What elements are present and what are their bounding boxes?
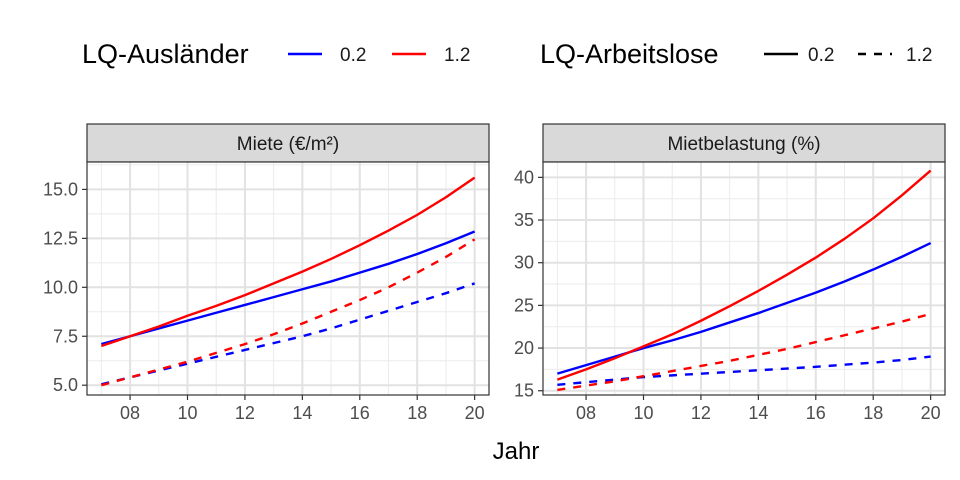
- y-tick-label-mietbelastung-3: 30: [514, 253, 534, 273]
- panel-mietbelastung-border: [542, 161, 946, 396]
- y-tick-label-mietbelastung-2: 25: [514, 295, 534, 315]
- x-tick-label-mietbelastung-1: 10: [633, 403, 653, 423]
- series-line-miete-3: [101, 238, 476, 387]
- legend-label-arbeitslose-1-2: 1.2: [906, 45, 932, 66]
- panel-miete-grid: [87, 162, 489, 395]
- panel-miete-lines: [100, 176, 476, 387]
- panel-mietbelastung: Mietbelastung (%) 08 10 12 14 16 18 20 15 20 25 30…: [514, 123, 946, 423]
- y-tick-label-mietbelastung-0: 15: [514, 381, 534, 401]
- panel-mietbelastung-strip: [542, 123, 946, 163]
- x-tick-label-mietbelastung-0: 08: [576, 403, 596, 423]
- legend-auslaender: LQ-Ausländer 0.2 1.2: [82, 39, 470, 69]
- x-tick-label-miete-1: 10: [177, 403, 197, 423]
- legend-label-auslaender-0-2: 0.2: [340, 45, 366, 66]
- y-tick-label-mietbelastung-1: 20: [514, 338, 534, 358]
- panel-miete-strip: [86, 123, 490, 163]
- x-tick-label-miete-3: 14: [292, 403, 312, 423]
- x-tick-label-mietbelastung-2: 12: [691, 403, 711, 423]
- x-axis-title: Jahr: [493, 438, 540, 465]
- panel-mietbelastung-plot-area: [543, 162, 945, 395]
- panel-mietbelastung-lines: [556, 169, 932, 392]
- legend-arbeitslose: LQ-Arbeitslose 0.2 1.2: [540, 39, 932, 69]
- y-tick-label-mietbelastung-5: 40: [514, 167, 534, 187]
- x-tick-label-miete-0: 08: [120, 403, 140, 423]
- x-tick-label-mietbelastung-5: 18: [863, 403, 883, 423]
- legend-auslaender-title: LQ-Ausländer: [82, 39, 249, 69]
- series-line-miete-2: [101, 282, 476, 386]
- panel-mietbelastung-title: Mietbelastung (%): [667, 134, 820, 155]
- series-line-mietbelastung-2: [557, 355, 931, 386]
- legend-arbeitslose-title: LQ-Arbeitslose: [540, 39, 719, 69]
- legend-label-auslaender-1-2: 1.2: [444, 45, 470, 66]
- x-tick-label-miete-4: 16: [350, 403, 370, 423]
- y-tick-label-miete-1: 7.5: [53, 326, 78, 346]
- series-line-miete-1: [100, 176, 476, 348]
- panel-mietbelastung-axes: 08 10 12 14 16 18 20 15 20 25 30 35 40: [514, 167, 941, 423]
- x-tick-label-mietbelastung-3: 14: [748, 403, 768, 423]
- x-tick-label-miete-2: 12: [235, 403, 255, 423]
- panel-miete: Miete (€/m²) 08 10 12 14 16 18 20 5.0 7.5 10.0 12.…: [43, 123, 490, 423]
- panel-miete-border: [86, 161, 490, 396]
- panel-miete-title: Miete (€/m²): [237, 134, 339, 155]
- x-tick-label-miete-5: 18: [407, 403, 427, 423]
- y-tick-label-miete-2: 10.0: [43, 277, 78, 297]
- x-tick-label-mietbelastung-6: 20: [921, 403, 941, 423]
- series-line-mietbelastung-1: [556, 169, 932, 381]
- panel-miete-axes: 08 10 12 14 16 18 20 5.0 7.5 10.0 12.5 15.0: [43, 179, 485, 423]
- legend-label-arbeitslose-0-2: 0.2: [808, 45, 834, 66]
- series-line-miete-0: [101, 230, 476, 346]
- y-tick-label-miete-0: 5.0: [53, 375, 78, 395]
- y-tick-label-mietbelastung-4: 35: [514, 210, 534, 230]
- y-tick-label-miete-4: 15.0: [43, 179, 78, 199]
- x-tick-label-miete-6: 20: [465, 403, 485, 423]
- y-tick-label-miete-3: 12.5: [43, 228, 78, 248]
- x-tick-label-mietbelastung-4: 16: [806, 403, 826, 423]
